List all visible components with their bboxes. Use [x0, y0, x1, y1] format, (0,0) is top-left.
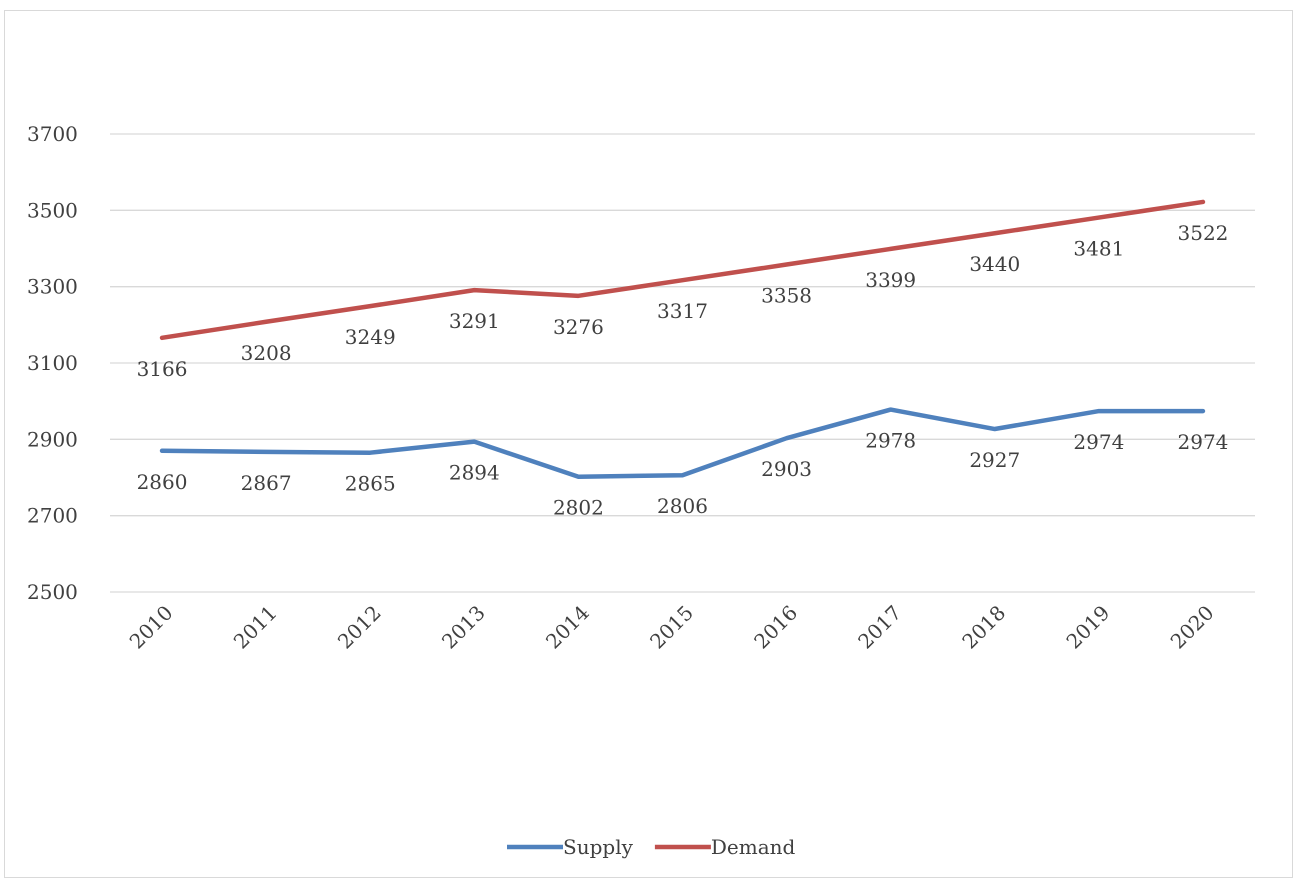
data-label-demand: 3440	[969, 252, 1020, 276]
data-label-demand: 3166	[137, 357, 188, 381]
series-line-supply	[159, 407, 1206, 479]
data-label-supply: 2894	[449, 461, 500, 485]
x-tick-label: 2020	[1166, 601, 1219, 654]
y-tick-label: 3500	[27, 198, 78, 222]
x-tick-label: 2016	[749, 601, 802, 654]
data-label-demand: 3317	[657, 299, 708, 323]
data-label-supply: 2860	[137, 470, 188, 494]
y-axis-ticks: 2500 2700 2900 3100 3300 3500 3700	[27, 122, 78, 604]
y-tick-label: 3100	[27, 351, 78, 375]
data-label-demand: 3249	[345, 325, 396, 349]
data-label-supply: 2974	[1178, 430, 1229, 454]
x-tick-label: 2013	[437, 601, 490, 654]
data-label-supply: 2903	[761, 457, 812, 481]
data-label-supply: 2865	[345, 472, 396, 496]
data-label-demand: 3481	[1073, 237, 1124, 261]
data-label-demand: 3291	[449, 309, 500, 333]
x-tick-label: 2010	[125, 601, 178, 654]
data-label-demand: 3358	[761, 284, 812, 308]
chart-frame	[4, 10, 1293, 878]
legend: Supply Demand	[507, 835, 796, 859]
series-lines	[159, 199, 1206, 479]
y-tick-label: 2500	[27, 580, 78, 604]
data-label-supply: 2978	[865, 429, 916, 453]
y-tick-label: 2700	[27, 504, 78, 528]
data-label-demand: 3276	[553, 315, 604, 339]
data-label-supply: 2806	[657, 494, 708, 518]
data-label-supply: 2802	[553, 496, 604, 520]
data-label-demand: 3208	[241, 341, 292, 365]
data-label-demand: 3399	[865, 268, 916, 292]
y-tick-label: 3300	[27, 275, 78, 299]
x-axis-ticks: 2010 2011 2012 2013 2014 2015 2016 2017 2018 2019…	[125, 601, 1219, 654]
x-tick-label: 2011	[229, 601, 282, 654]
series-line-demand	[159, 199, 1206, 341]
y-tick-label: 3700	[27, 122, 78, 146]
x-tick-label: 2017	[853, 601, 906, 654]
x-tick-label: 2015	[645, 601, 698, 654]
gridlines	[110, 133, 1255, 593]
data-label-supply: 2974	[1073, 430, 1124, 454]
legend-label-demand: Demand	[711, 835, 796, 859]
data-label-supply: 2927	[969, 448, 1020, 472]
data-label-supply: 2867	[241, 471, 292, 495]
x-tick-label: 2018	[957, 601, 1010, 654]
x-tick-label: 2012	[333, 601, 386, 654]
x-tick-label: 2014	[541, 601, 594, 654]
y-tick-label: 2900	[27, 427, 78, 451]
legend-label-supply: Supply	[563, 835, 634, 859]
x-tick-label: 2019	[1061, 601, 1114, 654]
data-label-demand: 3522	[1178, 221, 1229, 245]
data-labels: 2860 2867 2865 2894 2802 2806 2903 2978 2927 2974…	[137, 221, 1229, 520]
